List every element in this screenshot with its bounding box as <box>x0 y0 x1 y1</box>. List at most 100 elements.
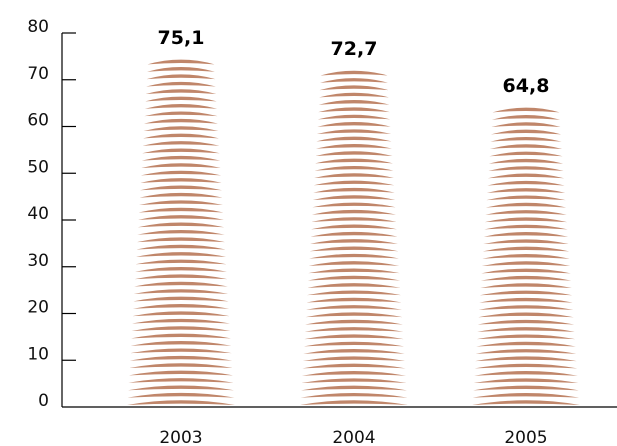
bar-slice <box>312 195 396 200</box>
bar-slice <box>480 275 572 281</box>
y-tick-label: 50 <box>27 157 49 177</box>
bar-slice <box>133 296 229 302</box>
bar-slice <box>144 111 218 117</box>
bar-slice <box>127 400 235 405</box>
bar-slice <box>306 297 402 303</box>
bar-slice <box>474 363 578 369</box>
bar-slice <box>310 231 398 237</box>
bar-slice <box>310 224 398 230</box>
bar-slice <box>141 155 221 161</box>
bar-slice <box>476 334 576 340</box>
bar-slice <box>132 304 230 309</box>
bar-slice <box>488 166 564 171</box>
bar-slice <box>487 180 565 186</box>
bar-slice <box>147 67 215 72</box>
bar-slice <box>307 283 401 288</box>
bar-slice <box>127 392 235 398</box>
bar-slice <box>143 126 219 131</box>
bar-slice <box>139 200 223 206</box>
bar-slice <box>305 319 403 325</box>
bar-slice <box>319 85 389 91</box>
bar-slice <box>490 136 562 142</box>
y-tick-label: 20 <box>27 298 49 318</box>
bar-slice <box>484 224 568 230</box>
bar-slice <box>301 378 407 384</box>
y-tick-label: 40 <box>27 204 49 224</box>
bar-slice <box>315 151 393 157</box>
bar-slice <box>491 114 561 120</box>
y-tick-label: 60 <box>27 111 49 131</box>
bar-slice <box>130 348 232 354</box>
y-tick-label: 70 <box>27 64 49 84</box>
bar-slice <box>472 400 580 405</box>
bar-slice <box>482 246 570 252</box>
bar-slice <box>308 261 400 266</box>
bars <box>127 59 580 405</box>
bar-slice <box>473 378 579 384</box>
labels: 75,1 2003 72,7 2004 64,8 2005 <box>158 27 550 446</box>
y-tick-label: 80 <box>27 17 49 37</box>
bar-value-label: 64,8 <box>503 75 550 97</box>
bar-slice <box>129 355 233 361</box>
bar-slice <box>486 195 566 201</box>
bar-2004 <box>300 70 408 405</box>
bar-slice <box>489 144 563 149</box>
bar-slice <box>313 180 395 186</box>
bar-slice <box>315 158 393 164</box>
bar-slice <box>131 318 231 324</box>
bar-slice <box>481 268 571 274</box>
bar-slice <box>319 92 389 98</box>
bar-slice <box>307 275 401 281</box>
bar-slice <box>316 136 392 142</box>
bar-slice <box>138 207 224 213</box>
bar-slice <box>309 253 399 259</box>
y-tick-label: 10 <box>27 344 49 364</box>
bar-slice <box>479 297 573 303</box>
bar-slice <box>491 122 561 128</box>
bar-slice <box>478 305 574 310</box>
x-category-label: 2005 <box>504 428 547 446</box>
bar-slice <box>318 100 390 105</box>
bar-slice <box>146 74 216 80</box>
bar-slice <box>300 400 408 405</box>
bar-slice <box>304 334 404 340</box>
bar-slice <box>131 333 231 339</box>
bar-slice <box>142 148 220 154</box>
bar-slice <box>140 170 222 176</box>
bar-slice <box>131 326 231 331</box>
bar-slice <box>301 371 407 376</box>
bar-slice <box>143 133 219 139</box>
bar-value-label: 75,1 <box>158 27 205 49</box>
axes: 0 10 20 30 40 50 60 70 80 <box>27 17 617 411</box>
bar-slice <box>482 253 570 259</box>
bar-slice <box>137 229 225 235</box>
bar-slice <box>317 122 391 127</box>
bar-slice <box>300 392 408 398</box>
bar-slice <box>477 319 575 325</box>
bar-slice <box>303 349 405 354</box>
bar-slice <box>135 266 227 272</box>
bar-slice <box>304 327 404 332</box>
bar-slice <box>477 327 575 332</box>
bar-slice <box>140 178 222 183</box>
bar-slice <box>132 311 230 317</box>
bar-slice <box>136 244 226 250</box>
bar-slice <box>135 252 227 257</box>
bar-slice <box>486 188 566 193</box>
bar-slice <box>472 392 580 398</box>
bar-slice <box>483 232 569 237</box>
bar-slice <box>492 107 560 113</box>
bar-slice <box>478 312 574 318</box>
y-tick-label: 0 <box>38 391 49 411</box>
bar-slice <box>144 104 218 109</box>
bar-slice <box>145 89 217 94</box>
bar-slice <box>313 187 395 193</box>
bar-slice <box>476 341 576 347</box>
bar-slice <box>320 78 388 83</box>
bar-slice <box>475 349 577 354</box>
x-category-label: 2003 <box>159 428 202 446</box>
bar-slice <box>314 173 394 178</box>
bar-slice <box>301 385 407 391</box>
bar-slice <box>138 215 224 220</box>
bar-slice <box>146 81 216 87</box>
